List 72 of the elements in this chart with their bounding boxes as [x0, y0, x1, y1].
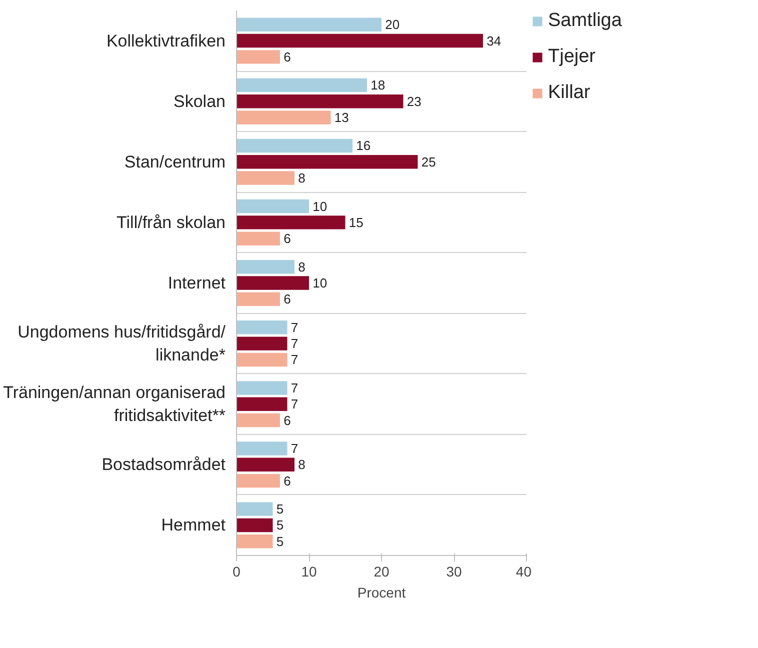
- bar: [236, 276, 309, 290]
- bar: [236, 50, 280, 64]
- bar: [236, 94, 404, 108]
- data-label: 16: [356, 138, 371, 154]
- y-tick-label: Skolan: [174, 92, 226, 111]
- x-tick-label: 40: [516, 564, 532, 580]
- legend-label: Samtliga: [548, 10, 622, 32]
- bar: [236, 34, 483, 48]
- data-label: 7: [290, 380, 298, 396]
- bar: [236, 138, 352, 153]
- y-tick-label: Stan/centrum: [124, 152, 226, 172]
- data-label: 8: [298, 259, 306, 274]
- data-label: 25: [421, 154, 436, 170]
- y-tick-label: Internet: [168, 274, 226, 292]
- data-label: 5: [276, 518, 284, 533]
- bar: [236, 397, 288, 411]
- x-tick-label: 10: [301, 564, 317, 580]
- bar: [236, 474, 280, 488]
- data-label: 5: [276, 534, 284, 549]
- y-tick-label: Ungdomens hus/fritidsgård/liknande*: [18, 322, 226, 364]
- bar: [236, 78, 367, 92]
- data-label: 34: [486, 33, 502, 48]
- data-label: 7: [290, 352, 298, 368]
- data-label: 10: [312, 276, 328, 290]
- data-label: 6: [284, 49, 291, 64]
- bar: [236, 155, 418, 169]
- data-label: 6: [284, 412, 291, 428]
- data-label: 8: [298, 170, 306, 186]
- x-axis-title: Procent: [357, 584, 406, 600]
- bar: [236, 320, 288, 334]
- data-label: 23: [406, 94, 422, 109]
- bar: [236, 260, 294, 274]
- x-tick-label: 0: [232, 564, 241, 580]
- y-tick-label: Träningen/annan organiserad fritidsaktivitet**: [3, 383, 226, 426]
- x-tick-label: 30: [446, 564, 462, 580]
- x-tick-label: 20: [374, 564, 390, 580]
- data-label: 6: [284, 231, 291, 246]
- bar: [236, 18, 382, 32]
- bar: [236, 381, 288, 395]
- bar: [236, 171, 294, 185]
- data-label: 20: [385, 17, 400, 32]
- data-label: 7: [290, 320, 298, 335]
- bar: [236, 442, 288, 456]
- bar: [236, 232, 280, 246]
- bar: [236, 110, 331, 124]
- data-label: 6: [284, 473, 291, 488]
- y-tick-label: Hemmet: [161, 516, 226, 535]
- bar: [236, 518, 273, 532]
- bar: [236, 199, 309, 214]
- data-label: 15: [348, 214, 364, 230]
- data-label: 5: [276, 502, 284, 517]
- bar: [236, 216, 346, 230]
- y-tick-label: Bostadsområdet: [102, 455, 226, 474]
- data-label: 13: [334, 110, 349, 125]
- data-label: 18: [370, 78, 386, 93]
- bar: [236, 502, 273, 516]
- legend-label: Tjejer: [548, 46, 596, 68]
- bar: [236, 413, 280, 428]
- data-label: 7: [290, 441, 298, 456]
- legend-label: Killar: [548, 82, 590, 104]
- y-tick-label: Till/från skolan: [116, 212, 226, 232]
- bar: [236, 292, 280, 306]
- data-label: 10: [312, 198, 328, 214]
- data-label: 6: [284, 292, 291, 307]
- bar: [236, 336, 288, 350]
- bar: [236, 458, 294, 472]
- data-label: 8: [298, 457, 306, 472]
- bar: [236, 352, 288, 367]
- data-label: 7: [290, 336, 298, 352]
- bar: [236, 534, 273, 548]
- y-tick-label: Kollektivtrafiken: [106, 31, 226, 50]
- data-label: 7: [290, 396, 298, 412]
